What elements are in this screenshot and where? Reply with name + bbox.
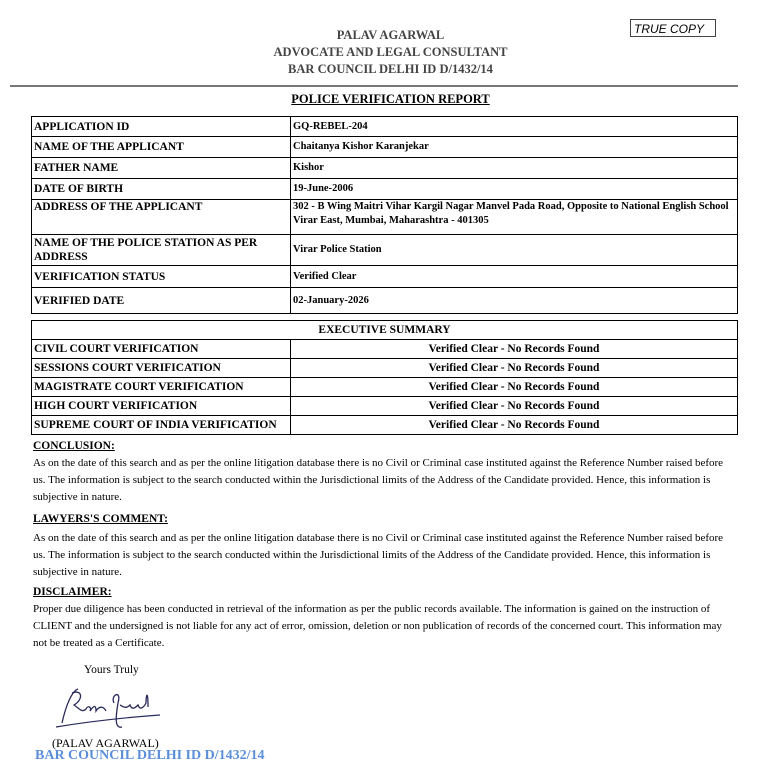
header-divider — [10, 85, 738, 87]
detail-value: 302 - B Wing Maitri Vihar Kargil Nagar M… — [290, 199, 738, 235]
detail-label: APPLICATION ID — [31, 116, 291, 137]
detail-label: VERIFICATION STATUS — [31, 265, 291, 288]
detail-value: Chaitanya Kishor Karanjekar — [290, 136, 738, 158]
comment-text: As on the date of this search and as per… — [33, 532, 724, 578]
table-row: CIVIL COURT VERIFICATION Verified Clear -… — [31, 339, 738, 359]
executive-summary-table: EXECUTIVE SUMMARY CIVIL COURT VERIFICATI… — [31, 320, 738, 435]
detail-label: FATHER NAME — [31, 157, 291, 179]
details-table: APPLICATION ID GQ-REBEL-204 NAME OF THE A… — [31, 116, 738, 314]
signatory-bar-id: BAR COUNCIL DELHI ID D/1432/14 — [35, 748, 265, 763]
table-row: ADDRESS OF THE APPLICANT 302 - B Wing Mai… — [31, 199, 738, 235]
table-row: SESSIONS COURT VERIFICATION Verified Clea… — [31, 358, 738, 378]
table-row: FATHER NAME Kishor — [31, 157, 738, 179]
summary-value: Verified Clear - No Records Found — [290, 377, 738, 397]
detail-value: Virar Police Station — [290, 234, 738, 266]
conclusion-heading: CONCLUSION: — [33, 440, 115, 452]
letterhead: PALAV AGARWAL ADVOCATE AND LEGAL CONSULT… — [0, 27, 781, 78]
closing: Yours Truly — [84, 664, 139, 676]
summary-value: Verified Clear - No Records Found — [290, 339, 738, 359]
comment-heading: LAWYERS'S COMMENT: — [33, 513, 168, 525]
disclaimer-text: Proper due diligence has been conducted … — [33, 603, 722, 649]
summary-label: CIVIL COURT VERIFICATION — [31, 339, 291, 359]
table-row: NAME OF THE APPLICANT Chaitanya Kishor Ka… — [31, 136, 738, 158]
detail-value: 02-January-2026 — [290, 287, 738, 314]
summary-label: HIGH COURT VERIFICATION — [31, 396, 291, 416]
report-title: POLICE VERIFICATION REPORT — [291, 92, 490, 106]
detail-value: Kishor — [290, 157, 738, 179]
table-row: APPLICATION ID GQ-REBEL-204 — [31, 116, 738, 137]
summary-label: MAGISTRATE COURT VERIFICATION — [31, 377, 291, 397]
detail-value: 19-June-2006 — [290, 178, 738, 200]
summary-label: SESSIONS COURT VERIFICATION — [31, 358, 291, 378]
detail-label: NAME OF THE APPLICANT — [31, 136, 291, 158]
detail-label: ADDRESS OF THE APPLICANT — [31, 199, 291, 235]
conclusion-text: As on the date of this search and as per… — [33, 457, 724, 503]
detail-value: GQ-REBEL-204 — [290, 116, 738, 137]
signatory-name: (PALAV AGARWAL) — [52, 736, 159, 750]
true-copy-stamp: TRUE COPY — [630, 19, 716, 37]
table-row: SUPREME COURT OF INDIA VERIFICATION Verif… — [31, 415, 738, 435]
summary-value: Verified Clear - No Records Found — [290, 358, 738, 378]
disclaimer-heading: DISCLAIMER: — [33, 586, 112, 598]
summary-label: SUPREME COURT OF INDIA VERIFICATION — [31, 415, 291, 435]
table-row: DATE OF BIRTH 19-June-2006 — [31, 178, 738, 200]
advocate-title: ADVOCATE AND LEGAL CONSULTANT — [273, 45, 508, 59]
detail-label: DATE OF BIRTH — [31, 178, 291, 200]
table-row: VERIFIED DATE 02-January-2026 — [31, 287, 738, 314]
summary-value: Verified Clear - No Records Found — [290, 396, 738, 416]
detail-label: VERIFIED DATE — [31, 287, 291, 314]
summary-heading: EXECUTIVE SUMMARY — [31, 320, 738, 340]
table-row: VERIFICATION STATUS Verified Clear — [31, 265, 738, 288]
table-row: HIGH COURT VERIFICATION Verified Clear - … — [31, 396, 738, 416]
summary-value: Verified Clear - No Records Found — [290, 415, 738, 435]
signature — [55, 688, 161, 728]
table-header: EXECUTIVE SUMMARY — [31, 320, 738, 340]
detail-label: NAME OF THE POLICE STATION AS PER ADDRES… — [31, 234, 291, 266]
advocate-name: PALAV AGARWAL — [336, 28, 445, 42]
detail-value: Verified Clear — [290, 265, 738, 288]
table-row: MAGISTRATE COURT VERIFICATION Verified Cl… — [31, 377, 738, 397]
bar-council-id: BAR COUNCIL DELHI ID D/1432/14 — [288, 62, 493, 76]
table-row: NAME OF THE POLICE STATION AS PER ADDRES… — [31, 234, 738, 266]
